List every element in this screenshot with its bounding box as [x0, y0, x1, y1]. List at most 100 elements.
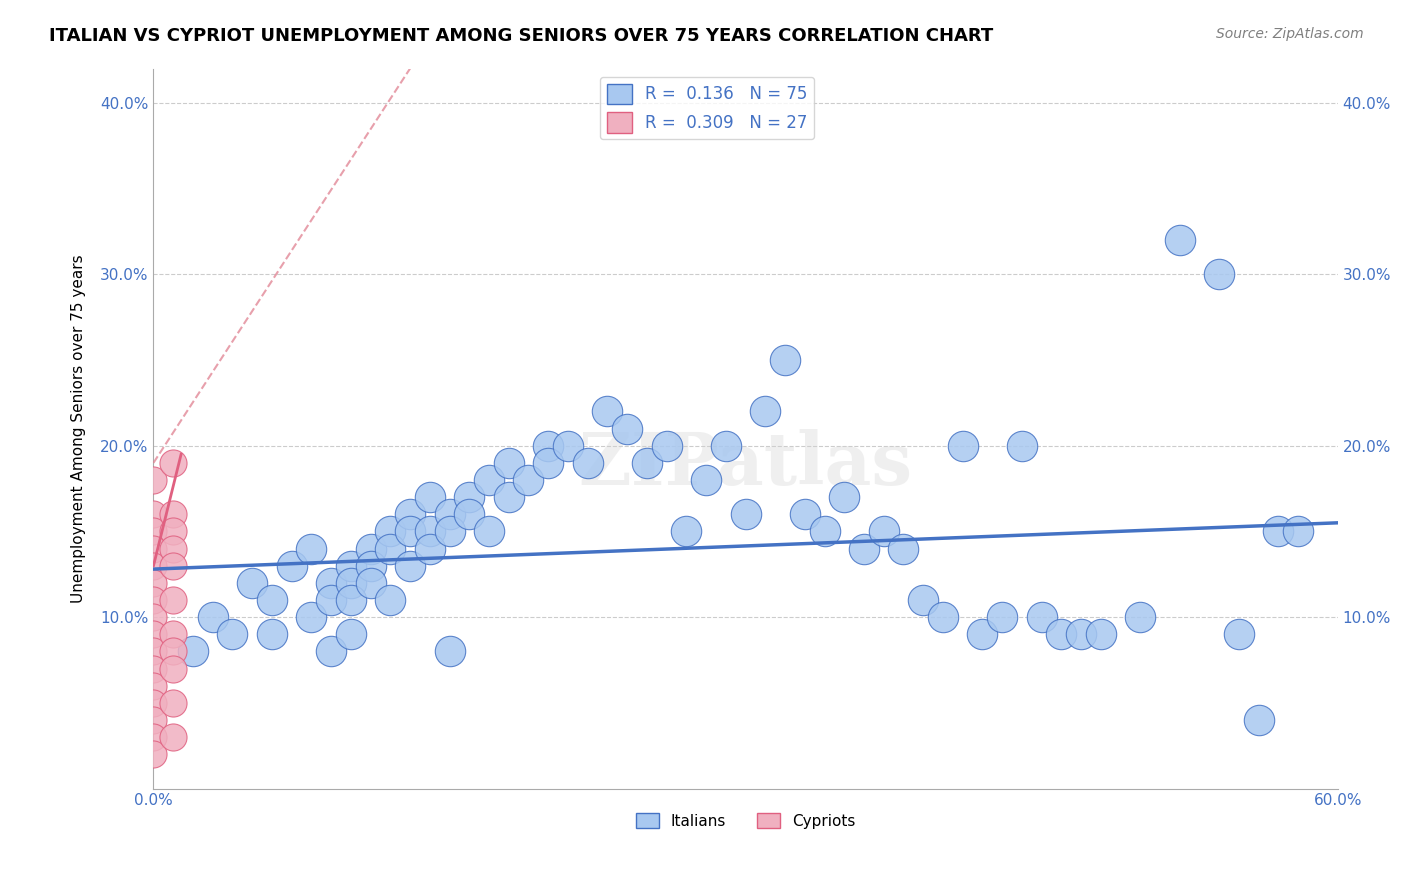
Point	[991, 610, 1014, 624]
Point	[162, 696, 184, 710]
Point	[142, 507, 165, 521]
Point	[162, 524, 184, 539]
Point	[439, 644, 461, 658]
Point	[319, 644, 342, 658]
Point	[142, 610, 165, 624]
Point	[399, 558, 422, 573]
Point	[360, 541, 382, 556]
Point	[319, 593, 342, 607]
Point	[616, 421, 638, 435]
Point	[498, 490, 520, 504]
Point	[972, 627, 994, 641]
Point	[912, 593, 935, 607]
Point	[360, 575, 382, 590]
Point	[1208, 267, 1230, 281]
Point	[478, 473, 501, 487]
Point	[1050, 627, 1073, 641]
Point	[299, 610, 322, 624]
Point	[360, 558, 382, 573]
Point	[380, 593, 402, 607]
Point	[162, 558, 184, 573]
Point	[458, 490, 481, 504]
Point	[852, 541, 875, 556]
Point	[142, 730, 165, 744]
Point	[655, 439, 678, 453]
Point	[340, 558, 363, 573]
Point	[299, 541, 322, 556]
Point	[517, 473, 540, 487]
Point	[280, 558, 302, 573]
Point	[952, 439, 974, 453]
Point	[1129, 610, 1152, 624]
Point	[162, 661, 184, 675]
Point	[419, 541, 441, 556]
Point	[596, 404, 619, 418]
Point	[537, 456, 560, 470]
Point	[832, 490, 855, 504]
Point	[1168, 233, 1191, 247]
Legend: Italians, Cypriots: Italians, Cypriots	[630, 806, 862, 835]
Point	[399, 524, 422, 539]
Point	[1011, 439, 1033, 453]
Text: Source: ZipAtlas.com: Source: ZipAtlas.com	[1216, 27, 1364, 41]
Point	[1070, 627, 1092, 641]
Point	[695, 473, 717, 487]
Point	[162, 456, 184, 470]
Point	[142, 541, 165, 556]
Point	[142, 713, 165, 727]
Point	[458, 507, 481, 521]
Point	[142, 679, 165, 693]
Point	[1247, 713, 1270, 727]
Point	[813, 524, 835, 539]
Point	[557, 439, 579, 453]
Point	[221, 627, 243, 641]
Point	[439, 524, 461, 539]
Point	[340, 627, 363, 641]
Point	[201, 610, 224, 624]
Point	[1090, 627, 1112, 641]
Point	[675, 524, 697, 539]
Point	[142, 644, 165, 658]
Point	[142, 696, 165, 710]
Point	[439, 507, 461, 521]
Point	[1286, 524, 1309, 539]
Point	[1267, 524, 1289, 539]
Point	[319, 575, 342, 590]
Point	[142, 558, 165, 573]
Point	[576, 456, 599, 470]
Point	[162, 627, 184, 641]
Point	[419, 490, 441, 504]
Point	[1031, 610, 1053, 624]
Point	[162, 507, 184, 521]
Point	[142, 524, 165, 539]
Point	[1227, 627, 1250, 641]
Point	[142, 747, 165, 762]
Y-axis label: Unemployment Among Seniors over 75 years: Unemployment Among Seniors over 75 years	[72, 254, 86, 603]
Point	[142, 473, 165, 487]
Point	[162, 541, 184, 556]
Point	[181, 644, 204, 658]
Point	[478, 524, 501, 539]
Point	[142, 627, 165, 641]
Point	[714, 439, 737, 453]
Point	[260, 627, 283, 641]
Point	[340, 575, 363, 590]
Point	[734, 507, 756, 521]
Point	[932, 610, 955, 624]
Point	[380, 541, 402, 556]
Point	[893, 541, 915, 556]
Point	[340, 593, 363, 607]
Point	[162, 644, 184, 658]
Point	[754, 404, 776, 418]
Point	[260, 593, 283, 607]
Point	[873, 524, 896, 539]
Point	[240, 575, 263, 590]
Point	[142, 593, 165, 607]
Point	[773, 353, 796, 368]
Point	[142, 661, 165, 675]
Point	[419, 524, 441, 539]
Point	[537, 439, 560, 453]
Point	[162, 730, 184, 744]
Point	[399, 507, 422, 521]
Point	[162, 593, 184, 607]
